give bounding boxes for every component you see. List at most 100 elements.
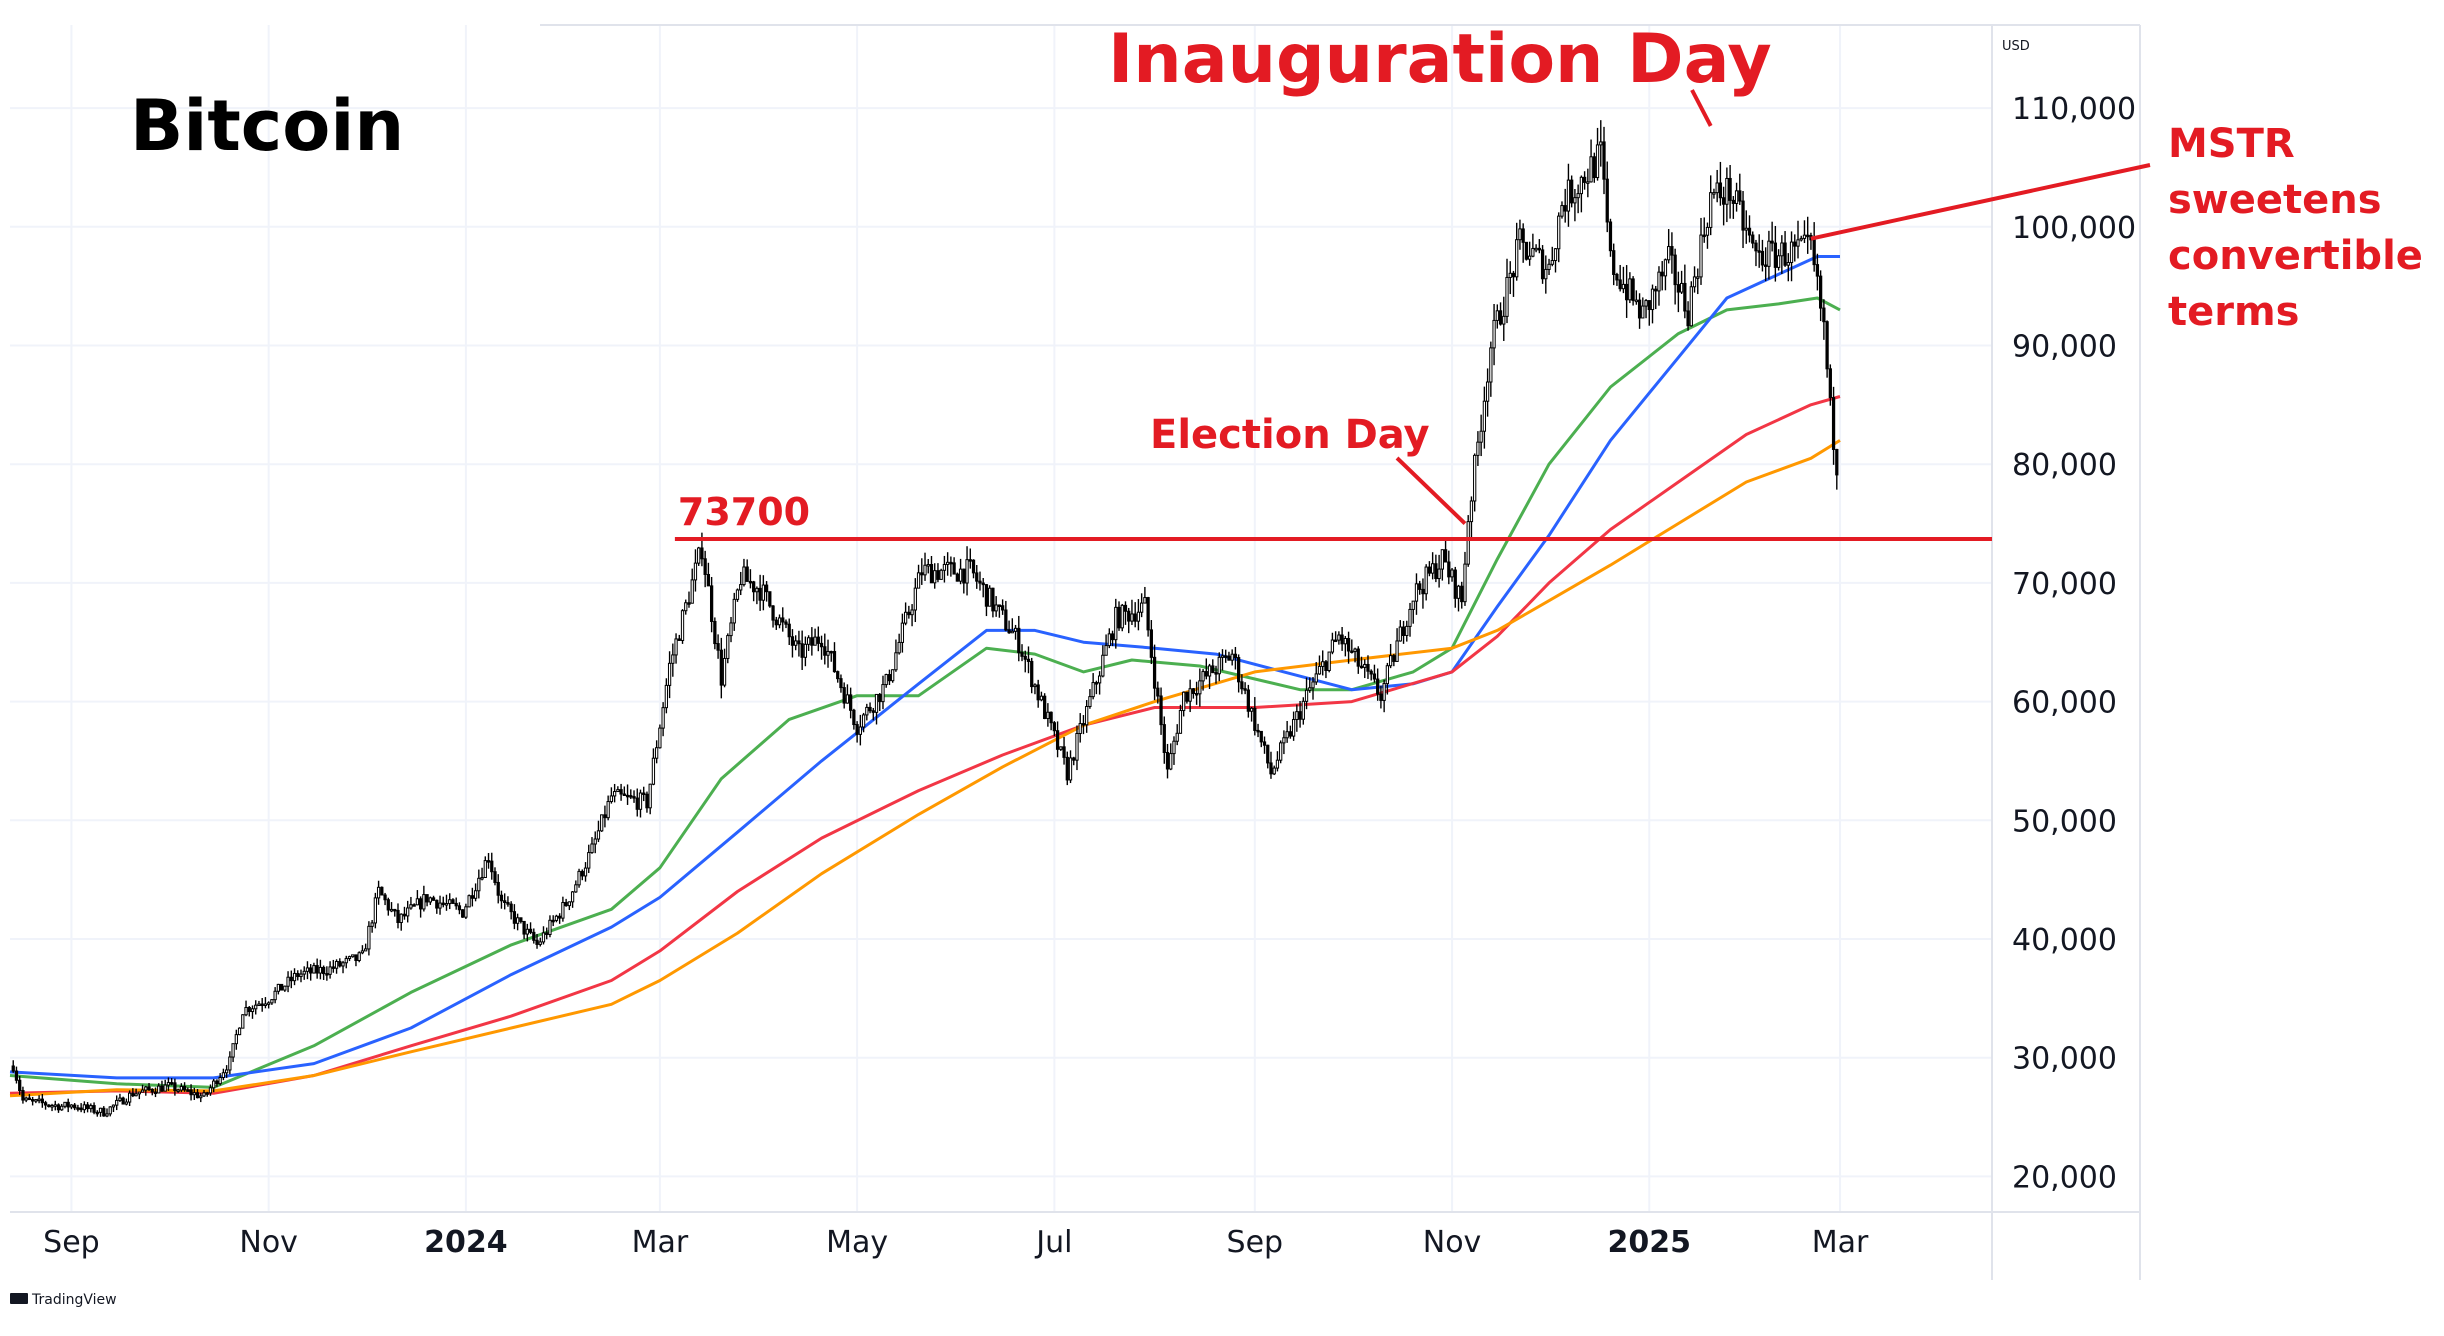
candle-body <box>781 617 785 623</box>
candle-body <box>321 966 326 975</box>
candle-body <box>609 795 614 803</box>
candle-body <box>376 886 381 899</box>
candle-body <box>567 901 571 907</box>
candle-body <box>1589 156 1593 183</box>
candle-body <box>328 966 332 975</box>
candle-body <box>228 1056 232 1071</box>
candle-body <box>1431 563 1435 574</box>
candle-body <box>926 564 930 567</box>
candle-body <box>1072 757 1076 761</box>
candle-body <box>1376 678 1380 695</box>
candle-body <box>344 958 348 964</box>
candle-body <box>1570 179 1574 204</box>
candle-body <box>461 909 465 918</box>
candle-body <box>638 792 643 810</box>
candle-body <box>1081 723 1086 726</box>
candle-body <box>603 814 607 819</box>
candle-body <box>612 791 617 797</box>
candle-body <box>839 678 843 689</box>
candle-body <box>1634 299 1638 303</box>
candle-body <box>34 1099 38 1102</box>
candle-body <box>1799 237 1803 241</box>
candle-body <box>1631 278 1635 301</box>
candle-body <box>254 1004 258 1010</box>
y-tick-label: 50,000 <box>2012 804 2117 839</box>
candle-body <box>1547 263 1551 270</box>
candle-body <box>703 558 707 575</box>
candle-body <box>1233 653 1238 659</box>
annotation-pointer <box>1810 163 2151 241</box>
candle-body <box>1822 307 1826 323</box>
candle-body <box>1434 563 1438 580</box>
candle-body <box>1395 640 1399 662</box>
candle-body <box>1676 284 1681 293</box>
candle-body <box>241 1014 245 1029</box>
candle-body <box>709 585 714 622</box>
candle-body <box>205 1092 209 1095</box>
candle-body <box>1282 737 1286 744</box>
candle-body <box>263 1003 268 1006</box>
candle-body <box>1230 653 1234 661</box>
candle-body <box>173 1082 177 1091</box>
candle-body <box>85 1104 90 1110</box>
candle-body <box>884 674 888 686</box>
candle-body <box>412 904 416 907</box>
candle-body <box>95 1111 99 1115</box>
candle-body <box>1217 656 1221 675</box>
candle-body <box>755 587 759 593</box>
candle-body <box>1466 521 1470 565</box>
candle-body <box>742 566 746 586</box>
candle-body <box>1401 626 1406 636</box>
annotation-3: MSTR sweetens convertible terms <box>1810 121 2423 335</box>
candle-body <box>629 795 633 798</box>
candle-body <box>722 657 727 686</box>
candle-body <box>622 793 626 797</box>
candle-body <box>1227 655 1231 661</box>
y-tick-label: 80,000 <box>2012 448 2117 483</box>
candle-body <box>955 573 959 582</box>
candle-body <box>351 954 355 958</box>
candle-body <box>1023 655 1027 660</box>
candle-body <box>299 973 303 978</box>
candle-body <box>441 902 445 906</box>
candle-body <box>1553 248 1558 262</box>
candle-body <box>1764 264 1768 267</box>
candle-body <box>1647 300 1651 311</box>
candle-body <box>1062 746 1066 758</box>
candle-body <box>1650 288 1655 311</box>
candle-body <box>1350 650 1354 654</box>
candle-body <box>826 650 830 656</box>
candle-body <box>1030 660 1034 688</box>
x-tick-label: Jul <box>1034 1225 1072 1260</box>
annotation-text: terms <box>2168 289 2299 335</box>
candle-body <box>305 967 310 972</box>
candle-body <box>1253 707 1257 731</box>
candle-body <box>1563 205 1567 212</box>
candle-body <box>1156 687 1160 697</box>
candle-body <box>170 1082 174 1085</box>
candle-body <box>202 1092 206 1097</box>
candle-body <box>583 867 588 877</box>
candle-body <box>331 966 335 969</box>
grid <box>10 25 1992 1212</box>
candle-body <box>764 584 769 593</box>
candle-body <box>1776 255 1781 268</box>
candle-body <box>244 1007 248 1016</box>
candle-body <box>82 1104 86 1111</box>
candle-body <box>1679 282 1684 293</box>
annotation-text: Election Day <box>1150 412 1430 458</box>
candle-body <box>260 1003 264 1007</box>
candle-body <box>849 694 853 711</box>
candle-body <box>367 925 371 950</box>
candle-body <box>409 904 413 909</box>
candle-body <box>1000 605 1005 611</box>
candle-body <box>1427 566 1432 574</box>
candle-body <box>176 1089 180 1093</box>
candle-body <box>1123 604 1128 612</box>
candle-body <box>1663 259 1668 277</box>
candle-body <box>1246 689 1250 712</box>
candle-body <box>522 920 526 935</box>
candle-body <box>1408 608 1412 627</box>
candle-body <box>1540 249 1545 280</box>
candle-body <box>939 569 943 580</box>
